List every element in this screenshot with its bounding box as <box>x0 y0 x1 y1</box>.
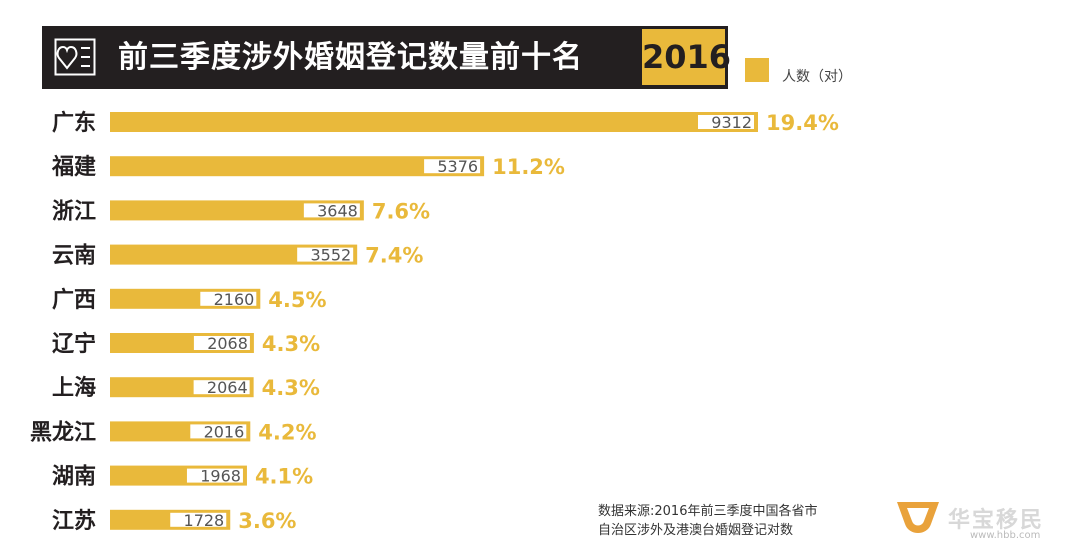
value-label: 2064 <box>207 378 248 397</box>
value-label: 3552 <box>310 246 351 265</box>
category-label: 黑龙江 <box>30 420 96 445</box>
value-label-bg <box>698 115 754 129</box>
value-label: 2016 <box>204 422 245 441</box>
category-label: 福建 <box>51 155 96 180</box>
chart-title: 前三季度涉外婚姻登记数量前十名 <box>118 40 583 75</box>
value-label-bg <box>193 380 250 395</box>
percent-label: 7.4% <box>365 244 423 268</box>
source-line-1: 数据来源:2016年前三季度中国各省市 <box>598 504 818 519</box>
percent-label: 4.2% <box>258 420 316 444</box>
category-label: 广西 <box>52 287 96 313</box>
percent-label: 7.6% <box>372 199 430 223</box>
value-label: 1968 <box>200 467 241 486</box>
value-label-bg <box>193 336 250 350</box>
category-label: 湖南 <box>52 465 96 490</box>
year-badge: 2016 <box>642 26 731 88</box>
percent-label: 3.6% <box>238 509 296 533</box>
category-label: 浙江 <box>52 199 96 224</box>
bar <box>110 156 485 177</box>
data-source-note: 数据来源:2016年前三季度中国各省市 自治区涉外及港澳台婚姻登记对数 <box>598 502 878 540</box>
value-label-bg <box>424 159 481 174</box>
value-label: 1728 <box>184 511 225 530</box>
legend-swatch <box>745 58 769 82</box>
value-label-bg <box>170 512 227 527</box>
value-label: 3648 <box>317 201 358 220</box>
heart-menu-icon <box>54 38 96 76</box>
percent-label: 4.3% <box>262 332 320 356</box>
value-label-bg <box>297 247 354 262</box>
company-logo-text: 华宝移民 <box>948 508 1045 533</box>
category-label: 上海 <box>52 375 96 401</box>
percent-label: 4.5% <box>268 288 326 312</box>
company-logo-url: www.hbb.com <box>970 530 1041 541</box>
category-label: 辽宁 <box>52 331 96 357</box>
percent-label: 4.1% <box>255 465 313 489</box>
source-line-2: 自治区涉外及港澳台婚姻登记对数 <box>598 523 794 538</box>
bar <box>110 244 358 265</box>
category-label: 云南 <box>52 244 96 269</box>
value-label-bg <box>190 424 247 439</box>
company-logo-icon <box>897 502 939 533</box>
bar <box>110 200 364 221</box>
value-label: 2160 <box>214 290 255 309</box>
category-label: 江苏 <box>52 508 96 534</box>
title-underline <box>42 86 728 89</box>
percent-label: 4.3% <box>262 376 320 400</box>
value-label-bg <box>303 203 360 218</box>
percent-label: 11.2% <box>492 155 565 179</box>
legend-label: 人数（对） <box>782 69 852 85</box>
value-label-bg <box>200 291 257 306</box>
percent-label: 19.4% <box>766 111 839 135</box>
value-label: 5376 <box>437 157 478 176</box>
title-bar: 前三季度涉外婚姻登记数量前十名 <box>42 26 642 88</box>
bar-chart: 广东 9312 19.4% 福建 5376 11.2% 浙江 3648 7.6% 云南 3552 7.… <box>30 110 839 534</box>
value-label: 2068 <box>207 334 248 353</box>
value-label-bg <box>186 468 243 483</box>
value-label: 9312 <box>711 113 752 132</box>
category-label: 广东 <box>52 110 96 136</box>
bar <box>110 112 758 132</box>
